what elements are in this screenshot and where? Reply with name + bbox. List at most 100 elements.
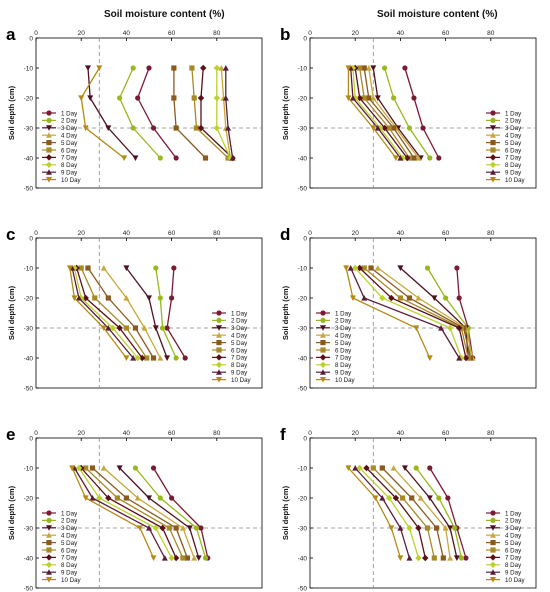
data-point: [130, 65, 136, 71]
data-point: [462, 354, 470, 362]
data-point: [349, 295, 356, 301]
series-8: [75, 464, 175, 562]
series-line: [87, 67, 136, 159]
series-1: [135, 65, 179, 161]
legend-label: 7 Day: [505, 555, 522, 562]
legend-marker: [46, 177, 52, 183]
series-5: [361, 65, 417, 161]
x-tick-label: 60: [442, 430, 450, 437]
series-7: [73, 264, 146, 362]
data-point: [424, 265, 431, 271]
data-point: [83, 465, 89, 471]
data-point: [352, 264, 359, 272]
series-line: [125, 267, 168, 359]
legend-marker: [46, 540, 52, 546]
data-point: [96, 65, 103, 71]
y-tick-label: 0: [29, 235, 33, 242]
legend-marker: [490, 577, 496, 583]
data-point: [123, 355, 130, 361]
x-tick-label: 40: [123, 230, 131, 237]
plot-frame: [35, 437, 263, 589]
series-5: [379, 465, 446, 561]
data-point: [195, 555, 202, 561]
series-9: [352, 465, 413, 561]
series-3: [370, 65, 424, 161]
legend-marker: [320, 377, 326, 383]
series-line: [415, 467, 463, 559]
x-tick-label: 60: [442, 30, 450, 37]
legend-marker: [46, 510, 52, 516]
series-2: [153, 265, 179, 361]
data-point: [114, 495, 120, 501]
data-point: [456, 295, 462, 301]
series-line: [354, 267, 463, 359]
data-point: [186, 525, 193, 531]
data-point: [213, 64, 220, 72]
data-point: [397, 265, 404, 271]
legend-marker: [490, 177, 496, 183]
data-point: [109, 324, 117, 332]
data-point: [458, 555, 465, 561]
x-tick-label: 20: [78, 30, 86, 37]
data-point: [442, 525, 449, 531]
legend-label: 2 Day: [61, 118, 78, 125]
data-point: [222, 95, 229, 101]
data-point: [150, 555, 157, 561]
data-point: [89, 465, 96, 471]
data-point: [385, 494, 393, 502]
data-point: [415, 155, 422, 161]
data-point: [456, 355, 463, 361]
series-8: [356, 464, 422, 562]
data-point: [146, 295, 152, 301]
legend-marker: [490, 517, 496, 524]
y-tick-label: -50: [24, 585, 34, 592]
series-line: [381, 467, 444, 559]
data-point: [100, 465, 107, 471]
series-line: [347, 467, 402, 559]
legend-label: 5 Day: [61, 540, 78, 547]
data-point: [356, 94, 363, 102]
data-point: [78, 265, 84, 271]
series-line: [166, 267, 186, 359]
data-point: [415, 524, 422, 532]
y-tick-label: -40: [24, 355, 34, 362]
legend-label: 9 Day: [61, 170, 78, 177]
data-point: [134, 495, 141, 501]
series-line: [80, 267, 148, 359]
series-line: [359, 267, 467, 359]
series-line: [71, 267, 134, 359]
series-3: [116, 465, 202, 561]
data-point: [213, 124, 220, 132]
panel-label: d: [280, 225, 290, 244]
data-point: [427, 465, 433, 471]
legend-marker: [45, 154, 53, 161]
data-point: [386, 125, 392, 131]
series-7: [197, 64, 236, 162]
data-point: [197, 94, 205, 102]
series-line: [119, 467, 200, 559]
y-tick-label: 0: [29, 35, 33, 42]
data-point: [193, 525, 200, 531]
series-line: [80, 67, 125, 159]
series-line: [73, 267, 139, 359]
legend-marker: [46, 117, 52, 123]
y-tick-label: -20: [298, 495, 308, 502]
legend-label: 4 Day: [505, 533, 522, 540]
data-point: [415, 554, 422, 562]
data-point: [191, 555, 198, 561]
legend-label: 6 Day: [231, 347, 248, 354]
data-point: [420, 125, 426, 131]
data-point: [202, 155, 209, 161]
series-line: [359, 467, 420, 559]
data-point: [374, 95, 381, 101]
legend-label: 1 Day: [505, 110, 522, 117]
legend-label: 8 Day: [61, 562, 78, 569]
y-tick-label: -30: [298, 325, 308, 332]
data-point: [366, 95, 372, 101]
data-point: [370, 95, 377, 101]
x-tick-label: 0: [308, 30, 312, 37]
legend-label: 9 Day: [335, 370, 352, 377]
